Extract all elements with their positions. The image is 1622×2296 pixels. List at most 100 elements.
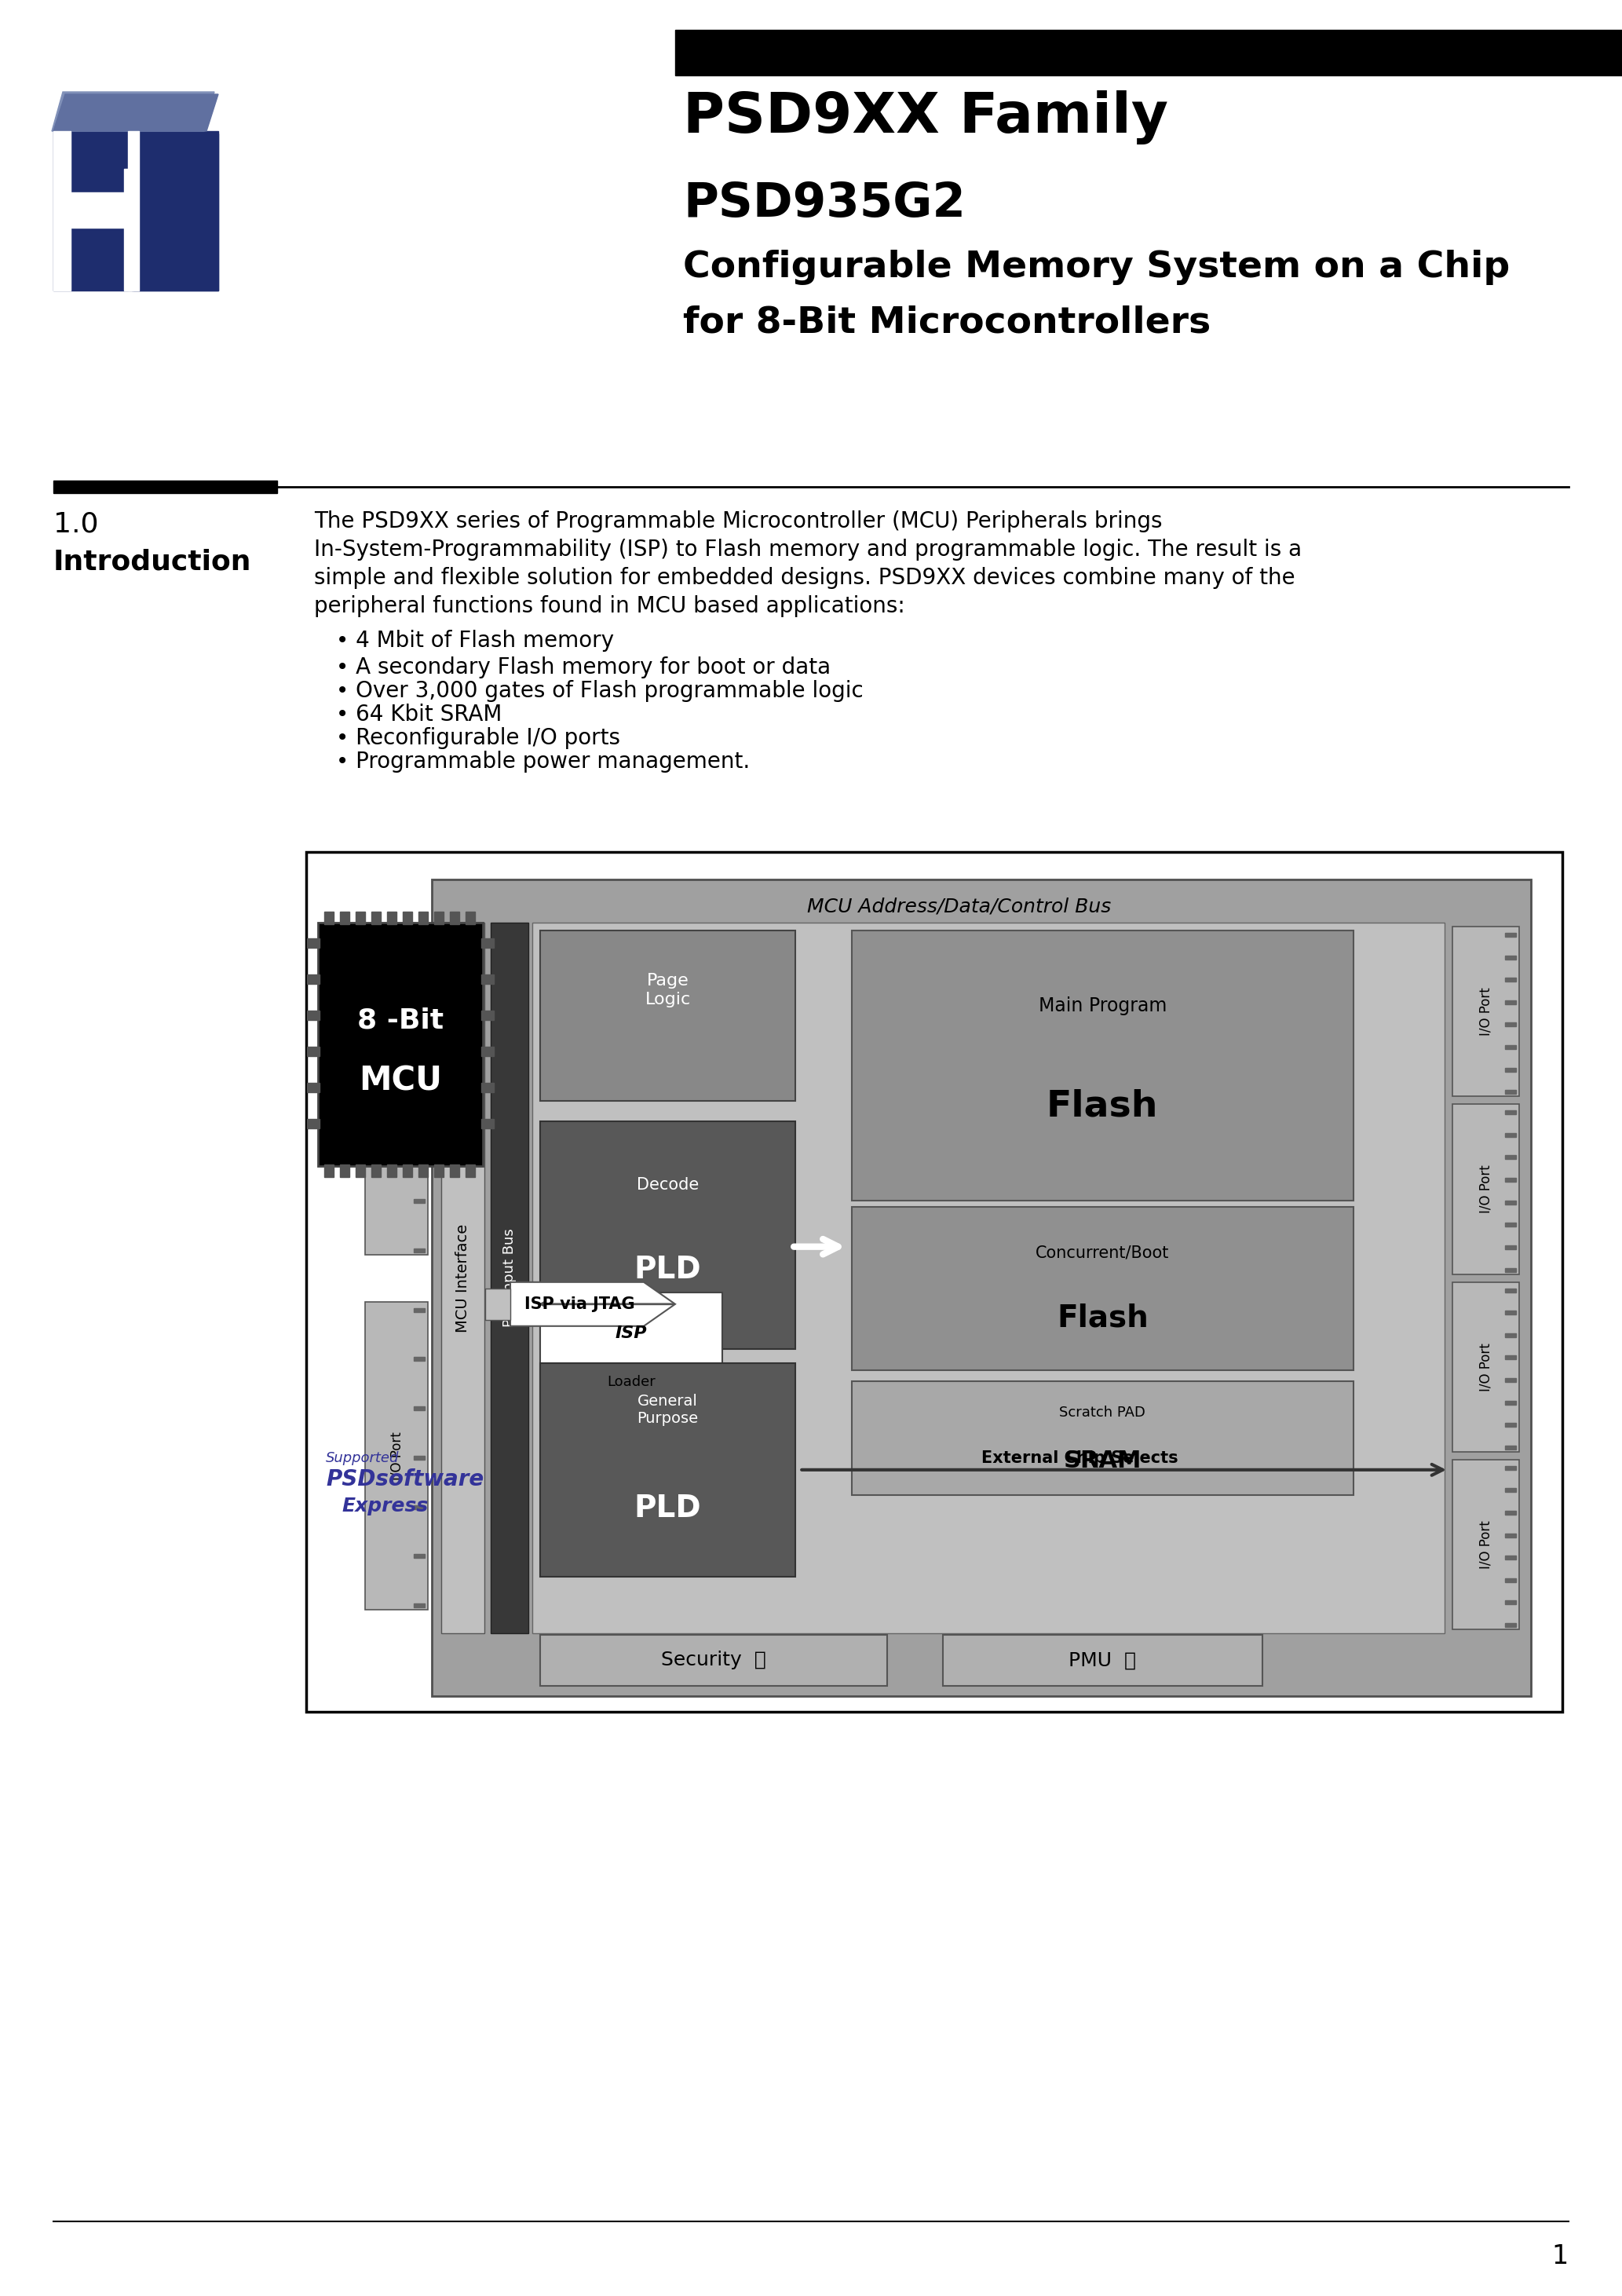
Text: I/O Port: I/O Port xyxy=(389,1077,404,1125)
Bar xyxy=(1505,1623,1517,1628)
Bar xyxy=(1505,1045,1517,1049)
Polygon shape xyxy=(54,94,219,131)
Bar xyxy=(540,1635,887,1685)
Text: PLD Input Bus: PLD Input Bus xyxy=(503,1228,516,1327)
Text: 8 -Bit: 8 -Bit xyxy=(357,1006,444,1033)
Bar xyxy=(449,1164,459,1178)
Polygon shape xyxy=(131,133,219,292)
Text: Main Program: Main Program xyxy=(1038,996,1166,1015)
Bar xyxy=(1505,1424,1517,1426)
Bar xyxy=(307,1118,320,1127)
Bar xyxy=(71,193,128,227)
Bar xyxy=(307,939,320,948)
Bar xyxy=(466,1164,475,1178)
Bar xyxy=(418,912,428,925)
Text: I/O Port: I/O Port xyxy=(1479,987,1492,1035)
Bar xyxy=(1505,1355,1517,1359)
Bar xyxy=(1505,1534,1517,1536)
Bar xyxy=(402,912,412,925)
Text: PLD: PLD xyxy=(634,1492,701,1522)
Text: PSD935G2: PSD935G2 xyxy=(683,181,965,227)
Bar xyxy=(1505,978,1517,983)
Text: Concurrent/Boot: Concurrent/Boot xyxy=(1035,1244,1169,1261)
Text: I/O Port: I/O Port xyxy=(1479,1343,1492,1391)
Text: In-System-Programmability (ISP) to Flash memory and programmable logic. The resu: In-System-Programmability (ISP) to Flash… xyxy=(315,540,1302,560)
Bar xyxy=(435,1164,443,1178)
Text: ISP: ISP xyxy=(615,1325,647,1341)
Bar xyxy=(414,1001,425,1006)
Bar xyxy=(371,912,381,925)
Bar xyxy=(414,1052,425,1054)
Bar xyxy=(414,1150,425,1153)
Text: simple and flexible solution for embedded designs. PSD9XX devices combine many o: simple and flexible solution for embedde… xyxy=(315,567,1294,588)
Bar xyxy=(1505,1288,1517,1293)
Bar xyxy=(540,1364,795,1577)
Text: Express: Express xyxy=(342,1497,428,1515)
Bar xyxy=(852,930,1353,1201)
Bar xyxy=(341,912,349,925)
Bar xyxy=(414,1554,425,1559)
Text: Introduction: Introduction xyxy=(54,549,251,574)
Text: • 4 Mbit of Flash memory: • 4 Mbit of Flash memory xyxy=(336,629,615,652)
Text: • A secondary Flash memory for boot or data: • A secondary Flash memory for boot or d… xyxy=(336,657,830,677)
Bar xyxy=(1505,1132,1517,1137)
Bar xyxy=(1505,932,1517,937)
Bar xyxy=(1505,1001,1517,1003)
Bar xyxy=(414,1456,425,1460)
Bar xyxy=(1505,1201,1517,1205)
Bar xyxy=(1452,1460,1520,1630)
Bar xyxy=(491,923,529,1632)
Bar xyxy=(414,1199,425,1203)
Text: PSDsoftware: PSDsoftware xyxy=(326,1469,483,1490)
Bar xyxy=(942,1635,1262,1685)
Bar xyxy=(414,1100,425,1104)
Text: MCU Address/Data/Control Bus: MCU Address/Data/Control Bus xyxy=(808,898,1111,916)
Bar xyxy=(852,1380,1353,1495)
Bar xyxy=(307,1010,320,1019)
Text: General
Purpose: General Purpose xyxy=(637,1394,699,1426)
Text: MCU: MCU xyxy=(358,1065,443,1097)
Bar xyxy=(414,953,425,957)
Text: for 8-Bit Microcontrollers: for 8-Bit Microcontrollers xyxy=(683,305,1210,340)
Text: • Programmable power management.: • Programmable power management. xyxy=(336,751,749,774)
Bar xyxy=(482,1047,493,1056)
Text: I/O Port: I/O Port xyxy=(1479,1520,1492,1568)
Bar xyxy=(371,1164,381,1178)
Bar xyxy=(1505,1378,1517,1382)
Bar xyxy=(1505,1244,1517,1249)
Text: PSD9XX Family: PSD9XX Family xyxy=(683,90,1168,145)
Bar xyxy=(318,923,483,1166)
Bar xyxy=(1505,1557,1517,1559)
Bar xyxy=(1505,1022,1517,1026)
Text: Loader: Loader xyxy=(607,1375,655,1389)
Bar xyxy=(482,1084,493,1093)
Bar xyxy=(1505,1465,1517,1469)
Bar xyxy=(431,879,1531,1697)
Text: Scratch PAD: Scratch PAD xyxy=(1059,1405,1145,1419)
Bar xyxy=(1505,1511,1517,1515)
Bar xyxy=(441,923,485,1632)
Bar xyxy=(414,1504,425,1508)
Text: 1.0: 1.0 xyxy=(54,510,99,537)
Text: MCU Interface: MCU Interface xyxy=(456,1224,470,1332)
Text: ISP via JTAG: ISP via JTAG xyxy=(524,1297,634,1311)
Bar xyxy=(852,1208,1353,1371)
Bar xyxy=(435,912,443,925)
Bar xyxy=(1505,1091,1517,1093)
Bar xyxy=(1505,1488,1517,1492)
Text: PMU  🛢: PMU 🛢 xyxy=(1069,1651,1137,1669)
Bar xyxy=(355,1164,365,1178)
Text: Configurable Memory System on a Chip: Configurable Memory System on a Chip xyxy=(683,250,1510,285)
Text: SRAM: SRAM xyxy=(1064,1449,1142,1472)
Text: peripheral functions found in MCU based applications:: peripheral functions found in MCU based … xyxy=(315,595,905,618)
Bar xyxy=(414,1407,425,1410)
Bar xyxy=(482,974,493,985)
Bar xyxy=(54,131,71,292)
Bar xyxy=(540,1293,722,1421)
Bar xyxy=(54,480,277,494)
Bar xyxy=(54,131,219,292)
Text: Flash: Flash xyxy=(1056,1304,1148,1334)
Text: I/O Port: I/O Port xyxy=(389,1430,404,1481)
Text: Flash: Flash xyxy=(1046,1088,1158,1123)
Bar xyxy=(418,1164,428,1178)
